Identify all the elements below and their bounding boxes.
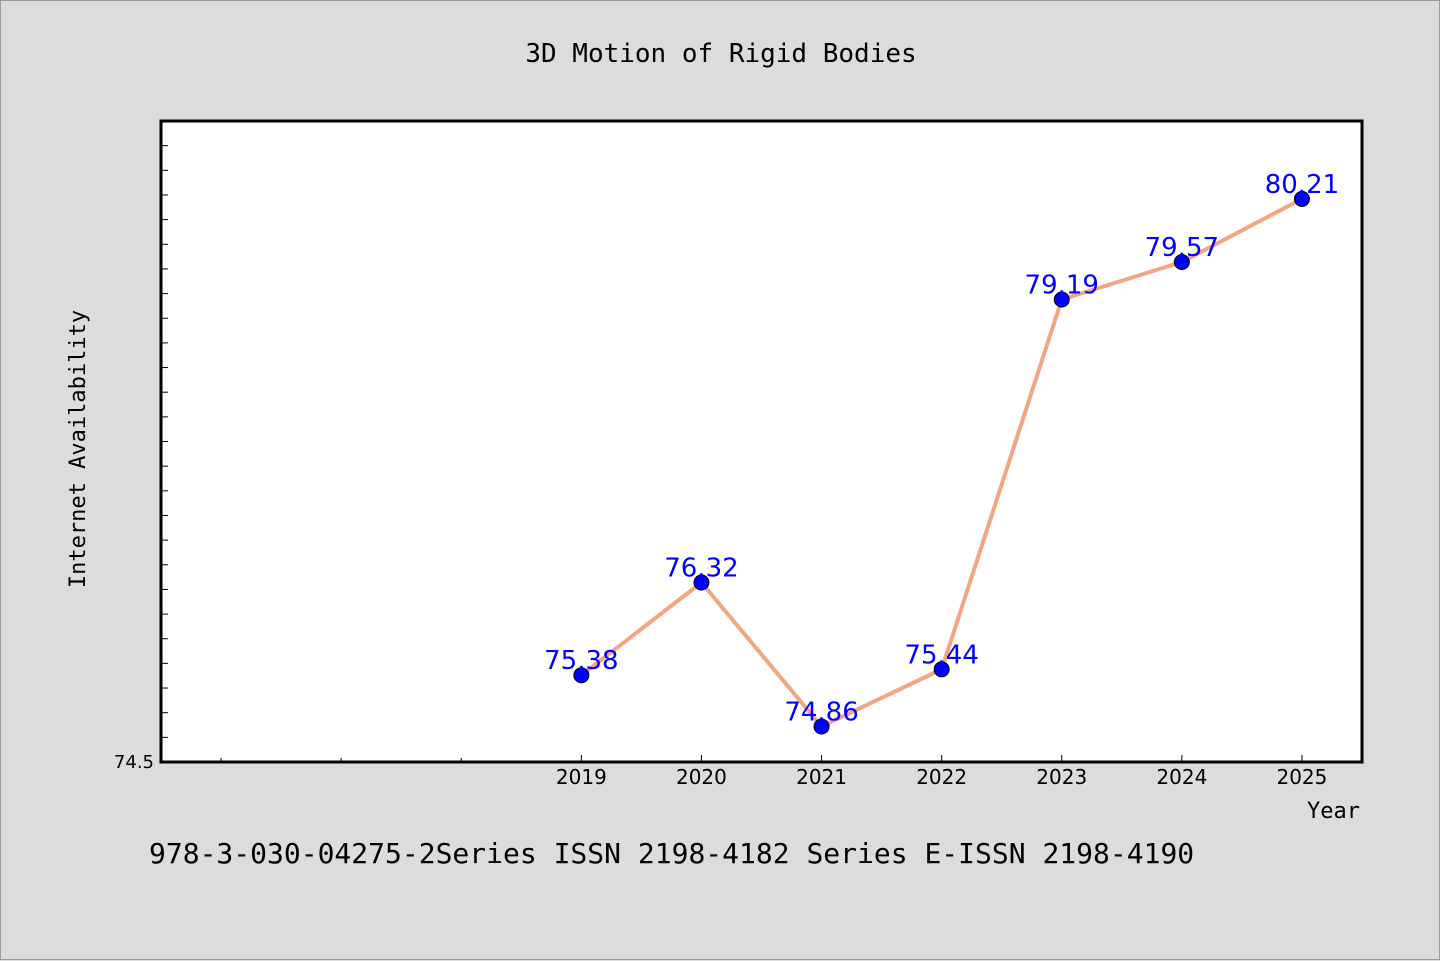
x-axis-label: Year [1307,799,1360,824]
data-point-marker [813,718,830,735]
x-tick-label: 2020 [676,765,727,789]
x-axis-ticks [220,755,1303,762]
data-point-marker [933,661,950,678]
x-tick-label: 2025 [1276,765,1327,789]
y-axis-ticks [161,145,168,738]
plot-area [159,119,1364,764]
data-point-marker [1293,190,1310,207]
data-point-marker [573,667,590,684]
data-point-marker [1053,291,1070,308]
y-axis-label: Internet Availability [66,310,91,588]
footer-text: 978-3-030-04275-2Series ISSN 2198-4182 S… [149,837,1194,870]
x-tick-label: 2022 [916,765,967,789]
data-point-marker [693,574,710,591]
data-label: 79.57 [1145,233,1219,263]
chart-title: 3D Motion of Rigid Bodies [525,39,916,69]
x-tick-label: 2023 [1036,765,1087,789]
x-tick-label: 2021 [796,765,847,789]
data-label: 75.44 [904,640,978,670]
series-group: 75.38 76.32 74.86 75.44 79.19 79.57 80.21 [544,170,1339,735]
y-tick-label: 74.5 [114,752,154,773]
data-label: 80.21 [1265,170,1339,200]
x-tick-label: 2019 [556,765,607,789]
x-tick-label: 2024 [1156,765,1207,789]
data-point-marker [1173,254,1190,271]
data-label: 75.38 [544,646,618,676]
data-label: 79.19 [1025,270,1099,300]
x-axis-tick-labels: 2019 2020 2021 2022 2023 2024 2025 [556,765,1328,789]
data-label: 76.32 [664,554,738,584]
data-label: 74.86 [784,697,858,727]
